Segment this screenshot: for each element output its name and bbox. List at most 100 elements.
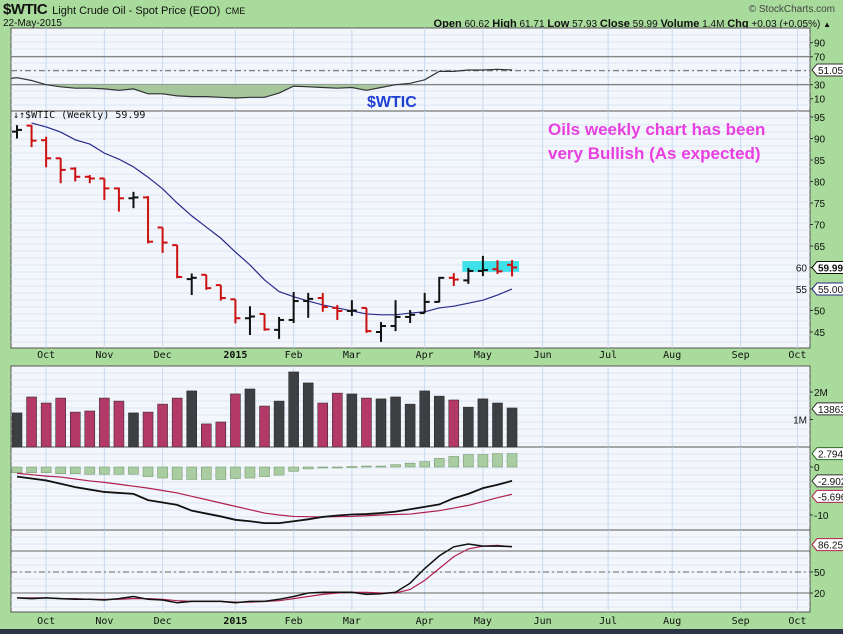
price-tick-label: 85 xyxy=(814,156,826,167)
volume-bar xyxy=(99,397,110,448)
month-label-may: May xyxy=(474,350,492,361)
month-label-sep: Sep xyxy=(732,350,750,361)
stoch-tick-label: 50 xyxy=(814,568,826,579)
low-label: Low xyxy=(547,18,570,30)
volume-bar xyxy=(332,392,343,448)
month-label-jun: Jun xyxy=(534,350,552,361)
ohlc-bar xyxy=(390,300,401,332)
macd-histogram-bar xyxy=(375,465,387,468)
volume-bar xyxy=(230,393,241,448)
ohlc-bar xyxy=(492,260,503,274)
macd-histogram-bar xyxy=(273,466,285,476)
macd-histogram-bar xyxy=(99,466,110,475)
tag-box xyxy=(811,538,843,552)
ohlc-bar xyxy=(201,273,212,290)
ohlc-bar xyxy=(448,273,459,286)
macd-histogram-bar xyxy=(171,466,183,480)
volume-label: Volume xyxy=(660,18,700,30)
macd-histogram-bar xyxy=(215,466,227,480)
rsi-last-tag: 51.05 xyxy=(811,63,843,77)
month-label-mar: Mar xyxy=(343,616,361,627)
tag-box xyxy=(811,402,843,416)
macd-histogram-bar xyxy=(113,466,125,475)
tag-box xyxy=(811,447,843,461)
ohlc-bar xyxy=(215,284,226,301)
volume-bar xyxy=(26,396,37,448)
macd-histogram-bar xyxy=(506,453,518,468)
volume-bar xyxy=(419,390,430,448)
month-label-nov: Nov xyxy=(95,616,113,627)
ohlc-bar xyxy=(41,136,52,168)
price-tick-label: 55 xyxy=(796,285,808,296)
volume-bar xyxy=(11,412,23,448)
price-tick-label: 80 xyxy=(814,178,826,189)
macd-histogram-bar xyxy=(492,453,503,468)
volume-last-tag: 138633 xyxy=(811,402,843,416)
month-label-jun: Jun xyxy=(534,616,552,627)
annotation-line-2: very Bullish (As expected) xyxy=(548,144,761,163)
ohlc-bar xyxy=(332,304,343,320)
month-label-dec: Dec xyxy=(154,350,172,361)
volume-bar xyxy=(302,382,314,448)
macd-value-tag: -2.902 xyxy=(811,474,843,488)
title-line: $WTIC Light Crude Oil - Spot Price (EOD)… xyxy=(3,1,245,18)
month-label-may: May xyxy=(474,616,492,627)
volume-bar xyxy=(433,395,445,448)
price-tick-label: 95 xyxy=(814,113,826,124)
ohlc-bar xyxy=(361,306,372,333)
macd-histogram-bar xyxy=(346,466,358,468)
volume-bar xyxy=(390,396,401,448)
stockcharts-logo[interactable]: © StockCharts.com xyxy=(748,4,835,15)
bottom-bar xyxy=(0,629,843,634)
volume-value: 1.4M xyxy=(702,19,725,30)
macd-histogram-bar xyxy=(128,466,139,475)
chg-label: Chg xyxy=(727,18,749,30)
stoch-k-line xyxy=(16,543,513,604)
volume-bar xyxy=(492,402,503,448)
month-label-2015: 2015 xyxy=(223,616,247,627)
volume-bar xyxy=(273,400,285,448)
price-legend-text: $WTIC (Weekly) 59.99 xyxy=(25,110,146,121)
macd-hist-tag: 2.794 xyxy=(811,447,843,461)
tag-text: 2.794 xyxy=(818,450,843,461)
close-label: Close xyxy=(599,18,630,30)
volume-bar xyxy=(215,421,227,448)
ohlc-bar xyxy=(419,292,430,315)
volume-bar xyxy=(404,403,416,448)
ohlc-bar xyxy=(346,300,357,317)
month-label-oct: Oct xyxy=(788,616,806,627)
volume-bar xyxy=(244,388,256,448)
open-label: Open xyxy=(433,18,462,30)
annotation-note: Oils weekly chart has been very Bullish … xyxy=(548,118,765,166)
highlight-box xyxy=(462,261,520,272)
volume-bar xyxy=(259,405,270,448)
macd-histogram-bar xyxy=(419,461,430,468)
triangle-up-icon: ▲ xyxy=(823,20,831,29)
macd-histogram-bar xyxy=(361,465,372,468)
symbol-title: $WTIC xyxy=(3,1,48,18)
rsi-tick-label: 70 xyxy=(814,53,826,64)
price-tick-label: 60 xyxy=(796,264,808,275)
volume-bar xyxy=(448,399,460,448)
price-close-tag: 59.99 xyxy=(811,261,843,275)
month-label-nov: Nov xyxy=(95,350,113,361)
volume-bar xyxy=(361,397,372,448)
month-label-oct: Oct xyxy=(37,350,55,361)
ohlc-bar xyxy=(84,175,95,184)
ohlc-bar xyxy=(55,157,66,184)
symbol-description: Light Crude Oil - Spot Price (EOD) xyxy=(52,5,221,17)
ohlc-bar xyxy=(26,124,37,148)
month-label-jul: Jul xyxy=(599,350,617,361)
stoch-last-tag: 86.25 xyxy=(811,538,843,552)
sma-value-tag: 55.00 xyxy=(811,282,843,296)
rsi-oversold-fill xyxy=(11,84,513,98)
volume-tick-label: 1M xyxy=(793,416,807,427)
ohlc-bar xyxy=(186,273,197,296)
ohlc-bar xyxy=(230,298,241,324)
ohlc-bar xyxy=(317,292,328,312)
rsi-line xyxy=(10,68,513,99)
ohlc-bar xyxy=(99,177,110,200)
macd-histogram-bar xyxy=(448,456,460,468)
legend-ohlc-icon: ↓↑ xyxy=(13,110,26,121)
price-tick-label: 75 xyxy=(814,199,826,210)
